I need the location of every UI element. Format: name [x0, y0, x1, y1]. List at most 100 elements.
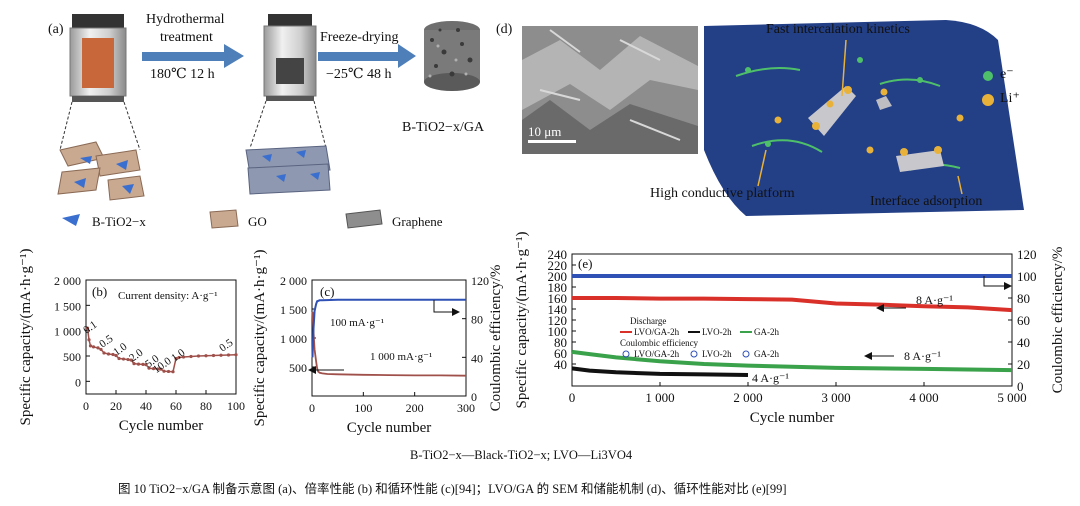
legend-li-icon — [982, 94, 994, 106]
y-tick-label: 1 000 — [54, 325, 81, 339]
rate-point — [151, 367, 156, 371]
y-tick-label: 80 — [554, 335, 567, 350]
y-tick-label: 60 — [554, 346, 567, 361]
legend-electron-icon — [983, 71, 993, 81]
legend-discharge-item: GA-2h — [754, 327, 779, 337]
rate-point — [211, 353, 216, 358]
plot-frame — [311, 279, 467, 397]
callout-lines — [757, 39, 963, 195]
rate-point — [102, 351, 106, 355]
electrons — [745, 57, 923, 147]
rate-point — [121, 357, 126, 361]
rate-point — [174, 356, 178, 361]
capacity-arrow-head — [308, 366, 316, 374]
label-interface-adsorption: Interface adsorption — [870, 194, 983, 209]
y-right-tick-label: 40 — [471, 351, 483, 365]
rate-annotation-1000: 1 000 mA·g⁻¹ — [370, 351, 432, 363]
discharge-series-ga-2h — [571, 349, 1013, 373]
legend-graphene: Graphene — [392, 214, 443, 229]
x-tick-label: 100 — [227, 399, 245, 413]
capacity-arrow-head — [876, 304, 884, 312]
rate-point — [129, 358, 133, 362]
synthesis-schematic — [57, 14, 480, 229]
y-right-axis-label: Coulombic efficiency/% — [488, 265, 504, 412]
rate-point — [114, 353, 118, 358]
rate-point — [156, 367, 160, 371]
legend-ce-swatch — [742, 350, 750, 358]
y-tick-label: 140 — [548, 302, 568, 317]
rate-point — [204, 354, 208, 358]
rate-point — [141, 362, 145, 366]
rate-point — [226, 353, 231, 357]
rate-point — [87, 338, 91, 342]
discharge-series-lvo-2h — [571, 366, 749, 377]
x-axis-label: Cycle number — [750, 410, 835, 426]
x-tick-label: 4 000 — [909, 390, 938, 405]
capacity-arrow-head-2 — [864, 352, 872, 360]
current-density-label: Current density: A·g⁻¹ — [118, 290, 218, 302]
ce-axis-arrow — [433, 300, 452, 313]
label-conductive-platform: High conductive platform — [650, 186, 795, 201]
panel-c-label: (c) — [320, 284, 334, 299]
y-right-tick-label: 100 — [1017, 269, 1037, 284]
x-tick-label: 20 — [110, 399, 122, 413]
rate-label: 0.1 — [81, 319, 99, 337]
step2-conditions: −25℃ 48 h — [326, 67, 392, 82]
legend-b-tio2: B-TiO2−x — [92, 214, 146, 229]
x-tick-label: 1 000 — [645, 390, 674, 405]
step1-conditions: 180℃ 12 h — [150, 67, 215, 82]
legend-discharge-title: Discharge — [630, 316, 666, 326]
rate-point — [85, 326, 90, 330]
panel-a: (a) — [0, 0, 520, 240]
y-tick-label: 160 — [548, 291, 568, 306]
arrow-freeze-drying — [318, 44, 416, 68]
y-tick-label: 200 — [548, 269, 568, 284]
rate-label: 0.5 — [217, 336, 236, 354]
y-tick-label: 2 000 — [280, 274, 307, 288]
rate-label: 1.0 — [169, 346, 188, 364]
y-right-tick-label: 120 — [471, 274, 489, 288]
panel-d-label: (d) — [496, 22, 513, 37]
ce-arrow-head — [1004, 282, 1012, 290]
x-tick-label: 200 — [406, 401, 424, 415]
y-tick-label: 1 500 — [54, 299, 81, 313]
rate-point — [177, 355, 181, 360]
legend-go: GO — [248, 214, 267, 229]
rate-point — [132, 362, 136, 366]
ce-series-line — [311, 298, 466, 358]
scale-bar-label: 10 μm — [528, 124, 562, 139]
legend-ce-swatch — [690, 350, 698, 358]
y-right-tick-label: 120 — [1017, 247, 1037, 262]
y-tick-label: 500 — [289, 361, 307, 375]
hydrogel-sheets — [245, 145, 331, 195]
y-right-tick-label: 20 — [1017, 357, 1030, 372]
product-label: B-TiO2−x/GA — [402, 120, 485, 135]
plot-frame — [85, 279, 237, 395]
autoclave-vessel — [69, 14, 127, 102]
rate-point — [106, 352, 111, 356]
arrow-hydrothermal — [142, 44, 244, 68]
sem-image — [522, 26, 698, 154]
step1-line2: treatment — [160, 30, 213, 45]
rate-point — [147, 366, 151, 370]
rate-point — [99, 347, 103, 352]
x-tick-label: 0 — [83, 399, 89, 413]
step2-line1: Freeze-drying — [320, 30, 399, 45]
y-tick-label: 180 — [548, 280, 568, 295]
rate-point — [136, 362, 141, 366]
y-right-tick-label: 0 — [471, 390, 477, 404]
y-axis-label: Specific capacity/(mA·h·g⁻¹) — [18, 249, 34, 426]
ce-arrow-head — [452, 308, 460, 316]
legend-discharge-item: LVO-2h — [702, 327, 732, 337]
legend-ce-swatch — [622, 350, 630, 358]
rate-point — [159, 367, 163, 371]
y-tick-label: 100 — [548, 324, 568, 339]
rate-point — [88, 344, 93, 348]
rate-annotation-lvo-ga: 8 A·g⁻¹ — [916, 293, 953, 307]
x-tick-label: 5 000 — [997, 390, 1026, 405]
lvo-particles — [808, 86, 944, 172]
label-fast-intercalation: Fast intercalation kinetics — [766, 22, 910, 37]
legend-ce-item: LVO-2h — [702, 349, 732, 359]
rate-point — [166, 369, 171, 374]
panel-d: (d) — [490, 0, 1080, 240]
